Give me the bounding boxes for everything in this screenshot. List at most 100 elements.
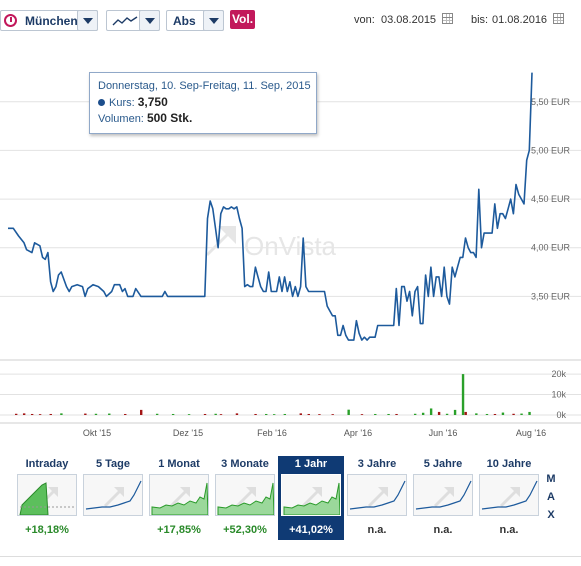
max-letter: X	[547, 509, 555, 521]
period-tab-1-jahr[interactable]: 1 Jahr +41,02%	[278, 456, 344, 540]
period-thumbnail	[347, 474, 407, 516]
volume-bar	[387, 413, 390, 415]
calendar-icon[interactable]	[442, 13, 453, 24]
time-tick-label: Jun '16	[429, 428, 458, 438]
volume-bar	[429, 408, 433, 415]
price-chart[interactable]: OnVista 3,50 EUR 4,00 EUR 4,50 EUR 5,00 EUR…	[0, 40, 581, 450]
period-thumbnail	[413, 474, 473, 516]
volume-bar	[461, 374, 465, 415]
period-label: 5 Tage	[95, 458, 131, 470]
volume-bar	[283, 413, 287, 415]
period-label: 1 Jahr	[294, 458, 328, 470]
period-change-value: n.a.	[433, 524, 453, 536]
period-change-value: +18,18%	[25, 524, 69, 536]
tooltip-volume-row: Volumen: 500 Stk.	[98, 110, 308, 126]
tooltip-volume-value: 500 Stk.	[146, 111, 193, 125]
sparkline-icon	[415, 480, 472, 510]
tooltip-date: Donnerstag, 10. Sep-Freitag, 11. Sep, 20…	[98, 80, 311, 92]
price-tick-label: 4,50 EUR	[531, 194, 571, 204]
chart-type-select[interactable]	[106, 10, 160, 31]
volume-bar	[219, 414, 223, 415]
sparkline-icon	[481, 480, 538, 510]
volume-bar	[413, 413, 417, 415]
volume-bar	[84, 413, 87, 415]
volume-bar	[155, 413, 159, 415]
volume-bar	[347, 409, 350, 415]
volume-tick-label: 0k	[556, 410, 566, 420]
time-tick-label: Feb '16	[257, 428, 287, 438]
chevron-down-icon[interactable]	[203, 10, 224, 31]
volume-bar	[421, 412, 425, 415]
price-tick-label: 3,50 EUR	[531, 291, 571, 301]
volume-tick-label: 10k	[551, 390, 566, 400]
volume-bar	[374, 413, 377, 415]
volume-bar	[395, 413, 398, 415]
volume-bar	[30, 413, 34, 415]
period-tab-5-jahre[interactable]: 5 Jahre n.a.	[410, 456, 476, 540]
period-label: 5 Jahre	[423, 458, 463, 470]
calendar-icon[interactable]	[553, 13, 564, 24]
volume-bar	[464, 411, 467, 415]
volume-bar	[299, 413, 302, 415]
volume-bar	[94, 413, 98, 415]
max-letter: M	[546, 473, 556, 485]
volume-bar	[437, 411, 441, 415]
sparkline-icon	[151, 482, 208, 515]
volume-bar	[49, 413, 52, 415]
price-tooltip: Donnerstag, 10. Sep-Freitag, 11. Sep, 20…	[89, 72, 317, 134]
price-axis: 3,50 EUR 4,00 EUR 4,50 EUR 5,00 EUR 5,50 EUR	[531, 97, 571, 302]
period-tab-3-monate[interactable]: 3 Monate +52,30%	[212, 456, 278, 540]
volume-bar	[493, 413, 497, 415]
divider	[0, 556, 581, 557]
exchange-select[interactable]: München	[0, 10, 98, 31]
to-label: bis:	[471, 14, 489, 26]
sparkline-icon	[349, 480, 406, 510]
from-date-field[interactable]: 03.08.2015	[381, 14, 437, 26]
volume-bar	[214, 413, 217, 415]
sparkline-icon	[217, 482, 274, 515]
volume-bar	[501, 412, 505, 415]
max-button[interactable]: M A X	[545, 470, 557, 524]
period-tab-1-monat[interactable]: 1 Monat +17,85%	[146, 456, 212, 540]
from-label: von:	[354, 14, 375, 26]
max-letter: A	[547, 491, 555, 503]
to-date-field[interactable]: 01.08.2016	[492, 14, 548, 26]
watermark-logo: OnVista	[206, 226, 337, 261]
period-tab-3-jahre[interactable]: 3 Jahre n.a.	[344, 456, 410, 540]
period-thumbnail	[149, 474, 209, 516]
volume-bar	[60, 413, 63, 415]
period-change-value: +41,02%	[289, 524, 333, 536]
chevron-down-icon[interactable]	[77, 10, 98, 31]
period-thumbnail	[281, 474, 341, 516]
volume-bar	[171, 413, 175, 415]
period-label: Intraday	[25, 458, 69, 470]
period-change-value: +17,85%	[157, 524, 201, 536]
period-tab-intraday[interactable]: Intraday +18,18%	[14, 456, 80, 540]
sparkline-icon	[283, 482, 340, 515]
volume-axis: 0k 10k 20k	[0, 369, 581, 420]
period-thumbnail	[215, 474, 275, 516]
volume-bar	[512, 413, 515, 415]
volume-bar	[203, 413, 207, 415]
volume-toggle-button[interactable]: Vol.	[230, 10, 255, 29]
volume-bar	[139, 409, 143, 415]
scale-select[interactable]: Abs	[166, 10, 224, 31]
period-label: 1 Monat	[158, 458, 200, 470]
chevron-down-icon[interactable]	[139, 10, 160, 31]
period-tab-5-tage[interactable]: 5 Tage	[80, 456, 146, 540]
period-tab-10-jahre[interactable]: 10 Jahre n.a.	[476, 456, 542, 540]
sparkline-icon	[19, 482, 76, 515]
scale-value: Abs	[173, 14, 196, 28]
period-change-value: n.a.	[499, 524, 519, 536]
volume-bar	[235, 413, 239, 415]
volume-bar	[520, 413, 523, 415]
period-thumbnail	[17, 474, 77, 516]
chart-toolbar: München Abs Vol. von: 03.08.2015 bis: 01…	[0, 10, 581, 32]
volume-bar	[318, 414, 321, 415]
time-tick-label: Okt '15	[83, 428, 111, 438]
period-label: 3 Monate	[221, 458, 269, 470]
sparkline-icon	[85, 480, 142, 510]
exchange-value: München	[25, 14, 78, 28]
price-line-group	[8, 72, 533, 341]
series-dot-icon	[98, 99, 105, 106]
